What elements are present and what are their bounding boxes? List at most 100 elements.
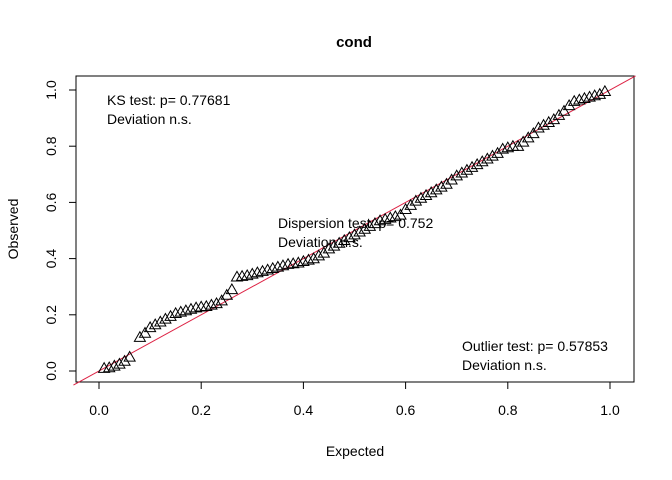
data-point — [424, 186, 438, 198]
ks-deviation-text: Deviation n.s. — [107, 111, 192, 127]
data-point — [572, 93, 586, 105]
data-point — [276, 259, 290, 271]
data-point — [363, 219, 377, 231]
chart-title: cond — [336, 34, 372, 51]
data-point — [588, 89, 602, 101]
data-point — [578, 91, 591, 104]
data-point — [429, 183, 443, 195]
data-point — [353, 225, 366, 237]
x-tick-label: 1.0 — [600, 402, 620, 418]
data-point — [113, 357, 126, 369]
data-point — [537, 118, 550, 130]
data-point — [343, 231, 356, 243]
x-tick-label: 0.0 — [89, 402, 109, 418]
data-point — [460, 163, 474, 175]
data-point — [593, 87, 607, 99]
outlier-annotation: Outlier test: p= 0.57853 Deviation n.s. — [462, 338, 608, 373]
data-point — [148, 318, 162, 330]
data-point — [322, 242, 336, 254]
data-point — [327, 239, 341, 251]
data-point — [542, 115, 556, 127]
data-point — [414, 191, 428, 203]
data-point — [210, 297, 223, 309]
data-point — [286, 257, 300, 269]
data-point — [475, 155, 489, 167]
data-point — [399, 202, 412, 215]
data-point — [133, 330, 147, 342]
data-point — [97, 361, 111, 373]
data-point — [358, 222, 372, 234]
data-point — [552, 108, 566, 120]
data-point — [583, 90, 596, 102]
data-point — [230, 270, 244, 282]
data-point — [491, 146, 504, 158]
data-point — [368, 216, 382, 229]
data-point — [409, 194, 423, 206]
data-point — [307, 252, 320, 264]
data-point — [547, 112, 561, 125]
data-point — [532, 121, 545, 133]
data-point — [435, 180, 448, 192]
data-point — [526, 127, 540, 139]
y-tick-label: 0.4 — [43, 249, 59, 269]
data-point — [470, 157, 484, 170]
data-point — [348, 228, 361, 240]
data-point — [153, 315, 167, 327]
y-axis-label: Observed — [5, 199, 21, 260]
data-point — [240, 268, 254, 281]
data-point — [225, 283, 239, 295]
data-point — [404, 198, 418, 210]
y-tick-label: 0.2 — [43, 305, 59, 325]
data-point — [199, 299, 213, 311]
data-point — [562, 98, 576, 111]
data-point — [486, 149, 499, 161]
data-point — [235, 269, 249, 281]
outlier-test-text: Outlier test: p= 0.57853 — [462, 338, 608, 354]
data-point — [220, 288, 234, 300]
data-point — [317, 246, 331, 258]
data-point — [169, 306, 183, 319]
outlier-deviation-text: Deviation n.s. — [462, 357, 547, 373]
data-point — [215, 294, 229, 306]
data-point — [465, 160, 479, 172]
data-point — [511, 139, 525, 151]
data-point — [445, 173, 458, 185]
data-point — [291, 256, 305, 268]
data-point — [184, 302, 198, 314]
data-point — [123, 350, 137, 362]
data-point — [378, 212, 392, 224]
x-tick-label: 0.2 — [191, 402, 211, 418]
data-point — [266, 261, 280, 274]
data-point — [102, 361, 116, 373]
dispersion-deviation-text: Deviation n.s. — [278, 234, 363, 250]
data-point — [189, 301, 203, 313]
data-point — [118, 354, 131, 366]
data-point — [138, 326, 152, 338]
data-point — [419, 188, 433, 200]
ks-test-text: KS test: p= 0.77681 — [107, 92, 231, 108]
x-tick-label: 0.4 — [294, 402, 314, 418]
data-point — [312, 249, 326, 261]
dispersion-test-text: Dispersion test: p= 0.752 — [278, 215, 433, 231]
data-point — [521, 131, 535, 143]
data-point — [205, 298, 218, 310]
data-point — [501, 141, 515, 153]
data-point — [516, 135, 530, 147]
data-point — [261, 263, 274, 275]
data-point — [179, 304, 193, 316]
data-point — [337, 233, 351, 245]
y-axis: 0.0 0.2 0.4 0.6 0.8 1.0 — [43, 80, 77, 381]
data-point — [480, 152, 494, 164]
y-tick-label: 1.0 — [43, 80, 59, 100]
x-tick-label: 0.8 — [498, 402, 518, 418]
data-point — [450, 169, 464, 181]
x-axis: 0.0 0.2 0.4 0.6 0.8 1.0 — [89, 381, 620, 418]
data-point — [174, 305, 188, 317]
data-point — [159, 312, 172, 324]
data-point — [440, 177, 453, 189]
data-point — [302, 253, 315, 265]
data-point — [394, 208, 407, 220]
x-tick-group: 0.0 0.2 0.4 0.6 0.8 1.0 — [89, 382, 620, 418]
dispersion-annotation: Dispersion test: p= 0.752 Deviation n.s. — [278, 215, 433, 250]
